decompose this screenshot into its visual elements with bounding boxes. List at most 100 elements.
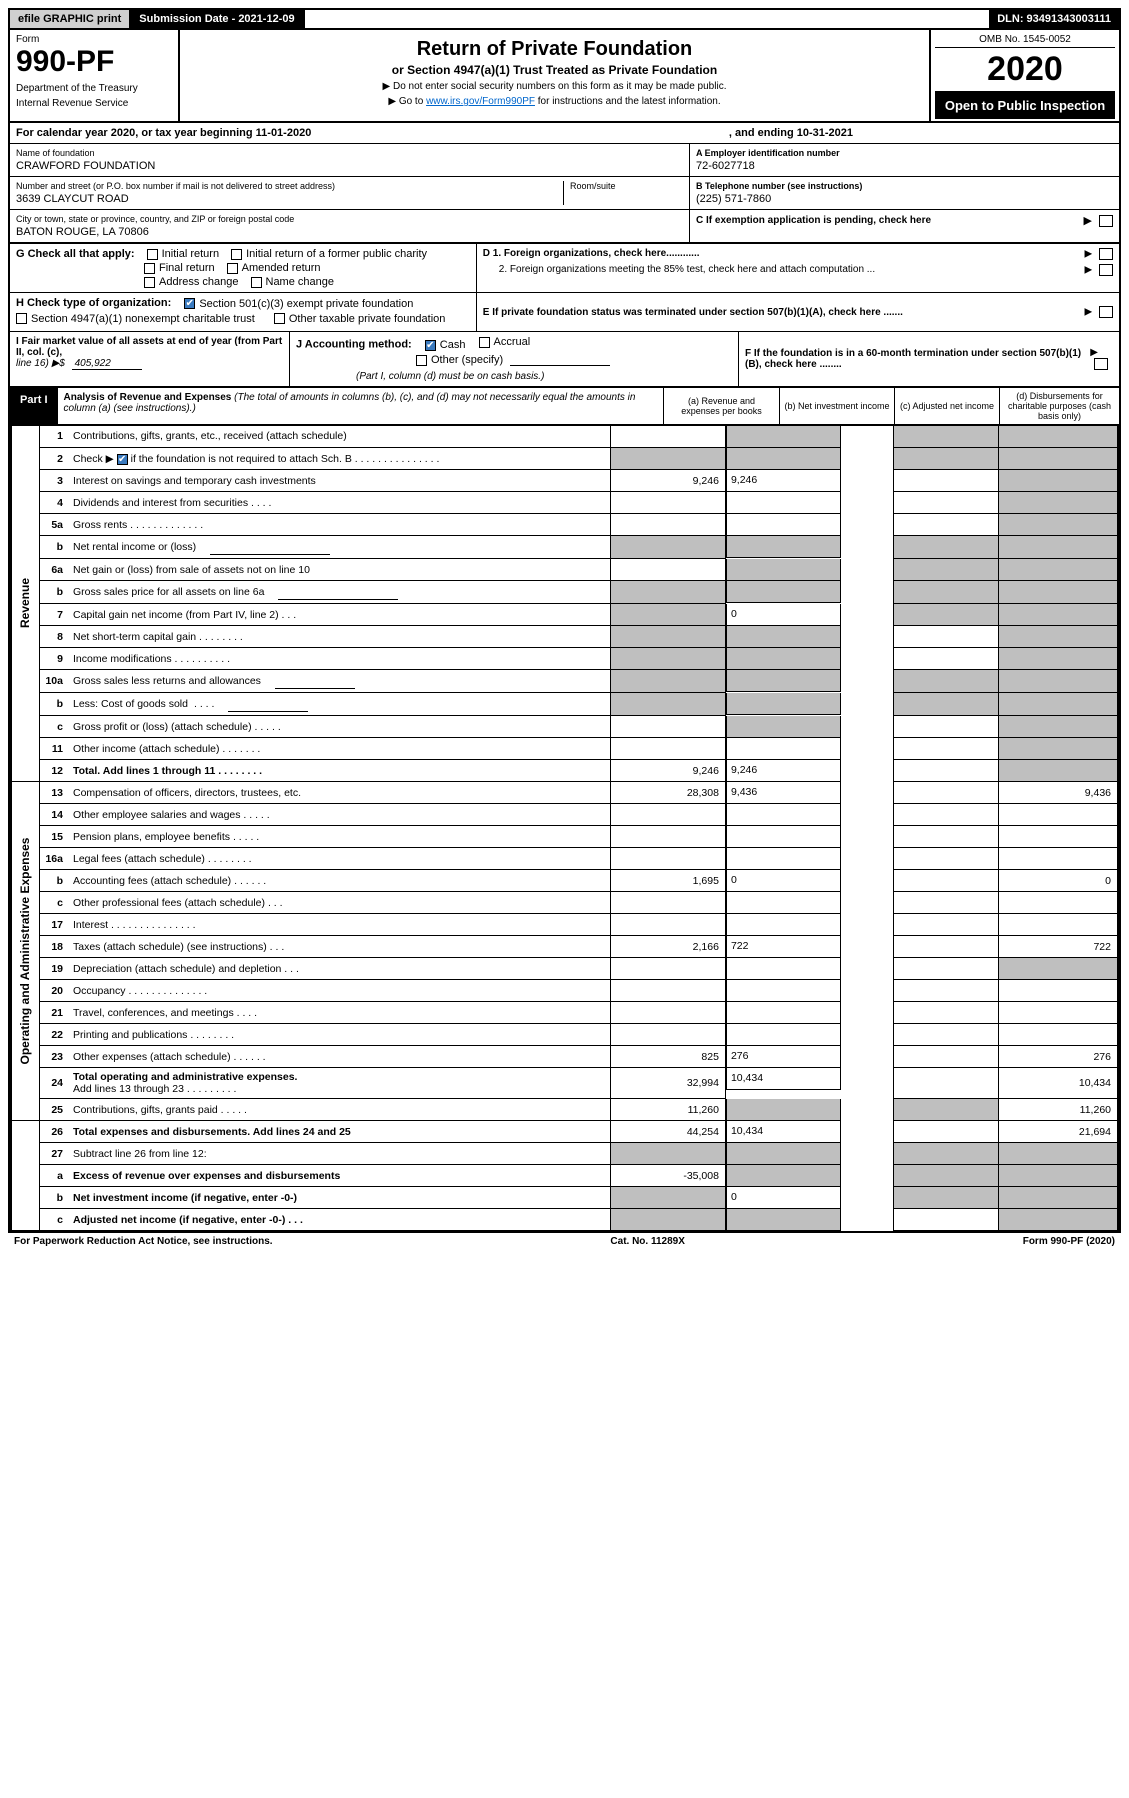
header-left: Form 990-PF Department of the Treasury I…: [10, 30, 180, 121]
row-27c: cAdjusted net income (if negative, enter…: [11, 1209, 1118, 1231]
part1-desc: Analysis of Revenue and Expenses (The to…: [58, 388, 663, 424]
col-a-header: (a) Revenue and expenses per books: [664, 388, 779, 424]
row-15: 15Pension plans, employee benefits . . .…: [11, 826, 1118, 848]
instr-1: ▶ Do not enter social security numbers o…: [188, 81, 921, 92]
open-public-badge: Open to Public Inspection: [935, 92, 1115, 119]
cal-pre: For calendar year 2020, or tax year begi…: [16, 127, 311, 139]
r27a-desc: Excess of revenue over expenses and disb…: [69, 1165, 610, 1187]
g-final-checkbox[interactable]: [144, 263, 155, 274]
f-section: F If the foundation is in a 60-month ter…: [739, 332, 1119, 386]
g-address-checkbox[interactable]: [144, 277, 155, 288]
e-checkbox[interactable]: [1099, 306, 1113, 318]
g-initial-checkbox[interactable]: [147, 249, 158, 260]
form-number: 990-PF: [16, 45, 172, 79]
row-6b: bGross sales price for all assets on lin…: [11, 581, 1118, 604]
header-right: OMB No. 1545-0052 2020 Open to Public In…: [929, 30, 1119, 121]
col-c-header: (c) Adjusted net income: [894, 388, 999, 424]
r23-desc: Other expenses (attach schedule): [73, 1051, 231, 1063]
g-former-checkbox[interactable]: [231, 249, 242, 260]
r15-desc: Pension plans, employee benefits: [73, 831, 230, 843]
row-10b: bLess: Cost of goods sold . . . .: [11, 693, 1118, 716]
r27b-desc: Net investment income (if negative, ente…: [69, 1187, 610, 1209]
e-label: E If private foundation status was termi…: [483, 307, 903, 318]
r7-desc: Capital gain net income (from Part IV, l…: [73, 609, 279, 621]
j-other-checkbox[interactable]: [416, 355, 427, 366]
part1-col-headers: (a) Revenue and expenses per books (b) N…: [663, 388, 1119, 424]
h-section: H Check type of organization: ✔ Section 5…: [10, 293, 476, 331]
d2-label: 2. Foreign organizations meeting the 85%…: [483, 264, 875, 276]
efile-button[interactable]: efile GRAPHIC print: [10, 10, 131, 28]
i-line: line 16) ▶$: [16, 358, 65, 369]
name-label: Name of foundation: [16, 148, 683, 158]
r27b-b: 0: [726, 1187, 841, 1209]
ein-label: A Employer identification number: [696, 148, 1113, 158]
g-o4: Amended return: [242, 262, 321, 274]
h-other-checkbox[interactable]: [274, 313, 285, 324]
r12-a: 9,246: [610, 760, 725, 782]
r1-desc: Contributions, gifts, grants, etc., rece…: [69, 426, 610, 448]
h-501c3-checkbox[interactable]: ✔: [184, 298, 195, 309]
c-label: C If exemption application is pending, c…: [696, 215, 931, 226]
footer-left: For Paperwork Reduction Act Notice, see …: [14, 1236, 273, 1247]
r13-a: 28,308: [610, 782, 725, 804]
r16b-desc: Accounting fees (attach schedule): [73, 875, 231, 887]
h-label: H Check type of organization:: [16, 297, 171, 309]
r26-d: 21,694: [998, 1121, 1118, 1143]
ein-cell: A Employer identification number 72-6027…: [690, 144, 1119, 177]
j-other: Other (specify): [431, 354, 503, 366]
omb-number: OMB No. 1545-0052: [935, 32, 1115, 48]
row-22: 22Printing and publications . . . . . . …: [11, 1024, 1118, 1046]
cal-mid: , and ending 10-31-2021: [729, 127, 853, 139]
r25-a: 11,260: [610, 1099, 725, 1121]
instr-2: ▶ Go to www.irs.gov/Form990PF for instru…: [188, 96, 921, 107]
row-23: 23Other expenses (attach schedule) . . .…: [11, 1046, 1118, 1068]
r11-desc: Other income (attach schedule): [73, 743, 220, 755]
j-note: (Part I, column (d) must be on cash basi…: [296, 371, 732, 382]
d2-checkbox[interactable]: [1099, 264, 1113, 276]
row-5b: bNet rental income or (loss): [11, 536, 1118, 559]
f-label: F If the foundation is in a 60-month ter…: [745, 348, 1090, 370]
analysis-table: Revenue 1Contributions, gifts, grants, e…: [10, 426, 1119, 1232]
r5a-desc: Gross rents: [73, 519, 127, 531]
info-grid: Name of foundation CRAWFORD FOUNDATION N…: [10, 144, 1119, 244]
phone-value: (225) 571-7860: [696, 193, 1113, 205]
r13-b: 9,436: [726, 782, 841, 804]
g-name-checkbox[interactable]: [251, 277, 262, 288]
f-checkbox[interactable]: [1094, 358, 1108, 370]
r7-b: 0: [726, 604, 841, 626]
r6a-desc: Net gain or (loss) from sale of assets n…: [69, 559, 610, 581]
form-link[interactable]: www.irs.gov/Form990PF: [426, 96, 535, 107]
r21-desc: Travel, conferences, and meetings: [73, 1007, 234, 1019]
g-o3: Final return: [159, 262, 215, 274]
r3-desc: Interest on savings and temporary cash i…: [69, 470, 610, 492]
r23-b: 276: [726, 1046, 841, 1068]
r17-desc: Interest: [73, 919, 108, 931]
row-21: 21Travel, conferences, and meetings . . …: [11, 1002, 1118, 1024]
r16a-desc: Legal fees (attach schedule): [73, 853, 205, 865]
r3-a: 9,246: [610, 470, 725, 492]
header-row: Form 990-PF Department of the Treasury I…: [10, 30, 1119, 123]
g-section: G Check all that apply: Initial return I…: [10, 244, 476, 292]
j-cash-checkbox[interactable]: ✔: [425, 340, 436, 351]
h-e-row: H Check type of organization: ✔ Section 5…: [10, 293, 1119, 332]
foundation-name-cell: Name of foundation CRAWFORD FOUNDATION: [10, 144, 689, 177]
h-o1: Section 501(c)(3) exempt private foundat…: [199, 298, 413, 310]
j-accrual-checkbox[interactable]: [479, 337, 490, 348]
part1-tag: Part I: [10, 388, 58, 424]
expenses-side-label: Operating and Administrative Expenses: [18, 838, 32, 1065]
row-17: 17Interest . . . . . . . . . . . . . . .: [11, 914, 1118, 936]
c-checkbox[interactable]: [1099, 215, 1113, 227]
d1-checkbox[interactable]: [1099, 248, 1113, 260]
col-b-header: (b) Net investment income: [779, 388, 894, 424]
row-2: 2 Check ▶ ✔ if the foundation is not req…: [11, 448, 1118, 470]
row-26: 26Total expenses and disbursements. Add …: [11, 1121, 1118, 1143]
room-label: Room/suite: [570, 181, 683, 191]
instr-2-post: for instructions and the latest informat…: [538, 96, 721, 107]
r10a-desc: Gross sales less returns and allowances: [73, 675, 261, 687]
r2-checkbox[interactable]: ✔: [117, 454, 128, 465]
r16b-a: 1,695: [610, 870, 725, 892]
i-j-f-row: I Fair market value of all assets at end…: [10, 332, 1119, 388]
h-4947-checkbox[interactable]: [16, 313, 27, 324]
g-amended-checkbox[interactable]: [227, 263, 238, 274]
i-value: 405,922: [72, 358, 142, 370]
